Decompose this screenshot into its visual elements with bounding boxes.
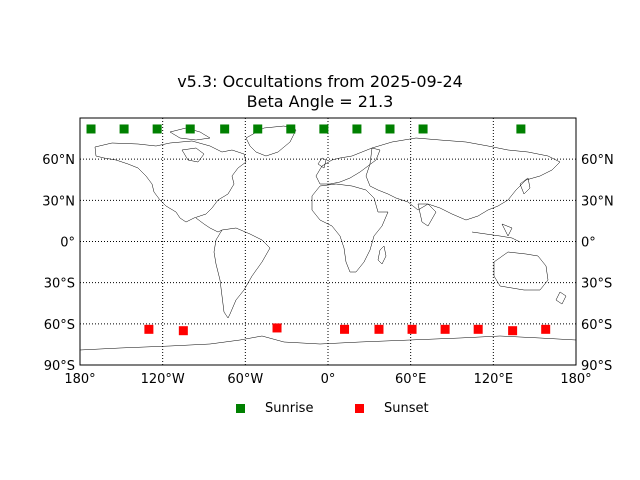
sunset-marker <box>541 324 551 334</box>
sunrise-marker <box>253 124 263 134</box>
series-sunrise <box>86 124 526 134</box>
sunset-marker <box>508 326 518 336</box>
x-tick-label: 60°E <box>395 372 426 387</box>
sunset-marker <box>272 323 282 333</box>
legend-label-sunset: Sunset <box>384 400 429 416</box>
x-tick-label: 120°E <box>474 372 514 387</box>
sunset-marker <box>144 324 154 334</box>
sunrise-marker <box>319 124 329 134</box>
sunrise-marker <box>185 124 195 134</box>
sunset-marker-swatch <box>355 403 364 413</box>
sunrise-marker <box>86 124 96 134</box>
sunset-marker <box>440 324 450 334</box>
legend-label-sunrise: Sunrise <box>265 400 314 416</box>
sunrise-marker <box>286 124 296 134</box>
x-tick-labels: 180° 120°W 60°W 0° 60°E 120°E 180° <box>64 372 591 387</box>
sunrise-marker <box>385 124 395 134</box>
series-sunset <box>144 323 551 336</box>
y-tick-label-left: 60°S <box>44 318 75 333</box>
y-tick-label-right: 0° <box>581 236 596 251</box>
sunrise-marker-swatch <box>236 403 245 413</box>
y-tick-label-left: 90°S <box>44 359 75 374</box>
legend-item-sunrise: Sunrise <box>236 400 313 416</box>
title-line-2: Beta Angle = 21.3 <box>246 92 394 111</box>
sunrise-marker <box>352 124 362 134</box>
y-tick-label-left: 30°N <box>42 194 75 209</box>
sunrise-marker <box>119 124 129 134</box>
y-tick-label-left: 60°N <box>42 153 75 168</box>
data-series <box>86 124 551 336</box>
sunset-marker <box>473 324 483 334</box>
y-tick-label-right: 90°S <box>581 359 612 374</box>
legend-item-sunset: Sunset <box>355 400 429 416</box>
title-line-1: v5.3: Occultations from 2025-09-24 <box>177 72 463 91</box>
y-tick-labels: 60°N 60°N 30°N 30°N 0° 0° 30°S 30°S 60°S 60°S 90°S… <box>42 153 614 374</box>
sunrise-marker <box>516 124 526 134</box>
y-tick-label-left: 0° <box>60 236 75 251</box>
sunrise-marker <box>220 124 230 134</box>
x-tick-label: 180° <box>64 372 95 387</box>
x-tick-label: 0° <box>321 372 336 387</box>
y-tick-label-right: 30°N <box>581 194 614 209</box>
y-tick-label-right: 30°S <box>581 277 612 292</box>
sunset-marker <box>407 324 417 334</box>
sunset-marker <box>178 326 188 336</box>
chart-title: v5.3: Occultations from 2025-09-24 Beta … <box>0 72 640 112</box>
sunset-marker <box>374 324 384 334</box>
y-tick-label-right: 60°N <box>581 153 614 168</box>
sunrise-marker <box>152 124 162 134</box>
x-tick-label: 60°W <box>227 372 263 387</box>
sunset-marker <box>340 324 350 334</box>
graticule <box>80 118 576 365</box>
x-tick-label: 120°W <box>141 372 185 387</box>
y-tick-label-right: 60°S <box>581 318 612 333</box>
y-tick-label-left: 30°S <box>44 277 75 292</box>
sunrise-marker <box>418 124 428 134</box>
x-tick-label: 180° <box>560 372 591 387</box>
